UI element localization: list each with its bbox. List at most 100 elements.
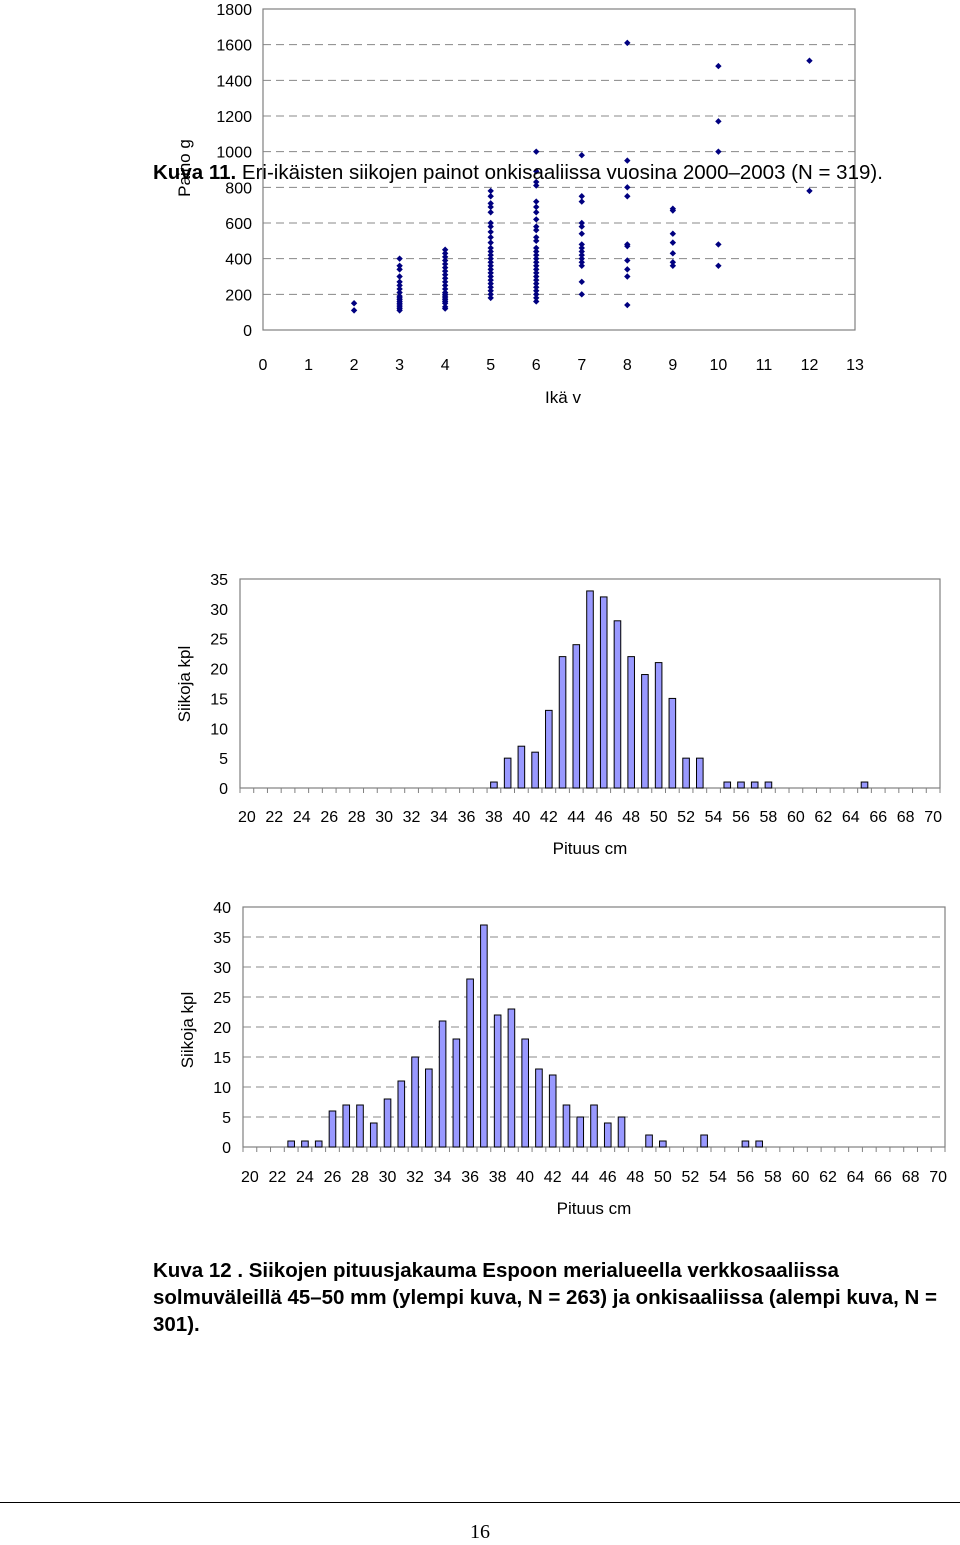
- plot-area-border: [262, 8, 856, 331]
- x-tick-label: 20: [238, 809, 256, 826]
- data-point: [487, 280, 494, 287]
- data-point: [533, 168, 540, 175]
- data-point: [487, 187, 494, 195]
- histogram-bar: [737, 781, 745, 789]
- x-tick-label: 42: [540, 809, 558, 826]
- data-point: [441, 305, 449, 312]
- x-tick-label: 6: [532, 357, 541, 374]
- histogram-bar: [425, 1068, 433, 1148]
- histogram-bar: [668, 697, 677, 789]
- x-tick-label: 62: [819, 1169, 837, 1186]
- data-point: [806, 187, 813, 195]
- data-point: [578, 219, 585, 227]
- y-tick-label: 15: [213, 1050, 231, 1067]
- data-point: [441, 250, 449, 257]
- data-point: [487, 248, 494, 255]
- x-tick-label: 36: [461, 1169, 479, 1186]
- histogram-bar: [438, 1020, 447, 1148]
- histogram-bar: [397, 1080, 406, 1148]
- data-point: [533, 259, 540, 266]
- x-tick-label: 52: [677, 809, 695, 826]
- data-point: [806, 57, 813, 64]
- histogram-bar: [576, 1116, 585, 1148]
- y-tick-label: 30: [210, 602, 228, 619]
- data-point: [578, 244, 585, 252]
- y-axis-label: Siikoja kpl: [178, 992, 197, 1069]
- data-point: [533, 280, 540, 287]
- data-point: [487, 291, 494, 298]
- data-point: [533, 182, 540, 189]
- data-point: [578, 259, 585, 266]
- data-point: [441, 253, 449, 261]
- data-point: [533, 223, 540, 230]
- y-tick-label: 10: [213, 1080, 231, 1097]
- data-point: [487, 262, 494, 269]
- x-tick-label: 66: [869, 809, 887, 826]
- y-tick-label: 400: [225, 252, 252, 269]
- histogram-bar: [287, 1140, 295, 1148]
- y-tick-label: 1200: [216, 109, 252, 126]
- histogram-upper-net-catch: 0 5 10 15 20 25 30 35 20 22 24 26 28 30 32 34 36 38 40 42 44…: [175, 572, 942, 858]
- histogram-bar: [503, 757, 512, 789]
- histogram-bar: [314, 1140, 323, 1148]
- data-point: [396, 285, 403, 293]
- y-tick-label: 20: [210, 662, 228, 679]
- data-point: [533, 234, 540, 241]
- page-number: 16: [470, 1521, 490, 1543]
- histogram-bar: [572, 644, 581, 789]
- data-point: [441, 260, 449, 268]
- x-tick-label: 44: [567, 809, 585, 826]
- data-point: [533, 298, 540, 305]
- data-point: [487, 193, 494, 200]
- data-point: [715, 262, 722, 269]
- x-tick-label: 48: [622, 809, 640, 826]
- data-point: [669, 262, 677, 269]
- y-tick-label: 1800: [216, 2, 252, 19]
- x-tick-label: 26: [320, 809, 338, 826]
- data-point: [350, 307, 358, 314]
- histogram-bar: [682, 757, 690, 789]
- x-tick-label: 12: [801, 357, 819, 374]
- data-point: [669, 259, 677, 266]
- data-point: [487, 294, 494, 302]
- x-tick-label: 34: [430, 809, 448, 826]
- data-point: [669, 230, 677, 237]
- histogram-bar: [654, 662, 663, 789]
- x-tick-label: 46: [595, 809, 613, 826]
- y-tick-label: 200: [225, 287, 252, 304]
- data-point: [441, 275, 449, 282]
- x-tick-label: 0: [259, 357, 268, 374]
- x-tick-label: 38: [485, 809, 503, 826]
- data-point: [578, 223, 585, 230]
- data-point: [441, 267, 449, 275]
- y-tick-label: 0: [219, 781, 228, 798]
- x-tick-label: 1: [304, 357, 313, 374]
- x-tick-label: 64: [842, 809, 860, 826]
- data-point: [441, 285, 449, 293]
- x-tick-label: 4: [441, 357, 450, 374]
- y-tick-label: 800: [225, 180, 252, 197]
- data-point: [578, 262, 585, 269]
- x-tick-label: 32: [406, 1169, 424, 1186]
- data-point: [533, 237, 540, 245]
- histogram-bar: [700, 1134, 708, 1148]
- x-tick-label: 44: [571, 1169, 589, 1186]
- data-point: [578, 241, 585, 248]
- histogram-bar: [562, 1104, 571, 1148]
- y-tick-label: 0: [222, 1140, 231, 1157]
- data-point: [441, 300, 449, 307]
- x-tick-label: 52: [681, 1169, 699, 1186]
- data-point: [487, 239, 494, 246]
- data-point: [533, 255, 540, 262]
- x-tick-label: 34: [434, 1169, 452, 1186]
- x-tick-label: 28: [348, 809, 366, 826]
- histogram-bar: [535, 1068, 543, 1148]
- data-point: [533, 284, 540, 291]
- x-tick-label: 40: [512, 809, 530, 826]
- data-point: [533, 287, 540, 294]
- x-tick-label: 58: [760, 809, 778, 826]
- x-tick-label: 9: [668, 357, 677, 374]
- data-point: [715, 148, 722, 155]
- data-point: [578, 255, 585, 262]
- histogram-bar: [301, 1140, 309, 1148]
